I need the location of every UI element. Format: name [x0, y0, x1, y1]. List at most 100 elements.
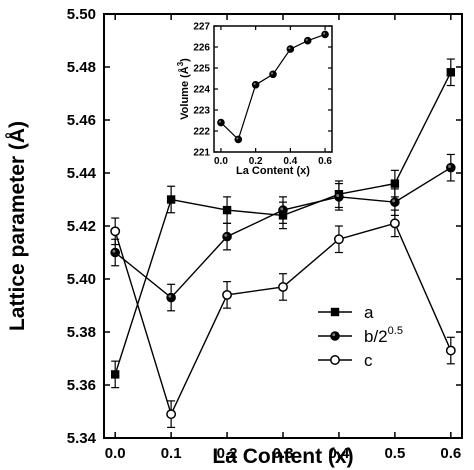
inset-data-point-1-edge: [234, 135, 243, 144]
inset-data-point-6-edge: [321, 30, 329, 39]
inset-data-point-1-highlight: [236, 137, 239, 140]
inset-data-point-3: [269, 70, 277, 79]
main-xtick-label-4: 0.4: [329, 445, 351, 462]
main-ytick-label-7: 5.48: [67, 59, 96, 76]
legend-entry-1: b/20.5: [318, 325, 403, 346]
main-xtick-label-6: 0.6: [440, 445, 461, 462]
legend-marker-1: [330, 331, 340, 341]
data-point-1-4-highlight: [336, 194, 340, 198]
inset-xtick-label-1: 0.2: [249, 156, 263, 167]
data-point-1-1-highlight: [168, 294, 172, 298]
legend: a b/20.5 c: [318, 303, 403, 370]
main-ytick-label-3: 5.40: [67, 271, 96, 288]
inset-data-point-2: [251, 81, 260, 89]
inset-xtick-label-2: 0.4: [283, 156, 297, 167]
data-point-0-0: [110, 370, 120, 379]
inset-data-point-5-edge: [303, 36, 312, 45]
legend-label-text-1: b/2: [364, 327, 388, 346]
legend-label-text-0: a: [364, 303, 374, 322]
x-axis-title: La Content (x): [212, 445, 353, 468]
legend-marker-2: [330, 355, 340, 365]
inset-data-point-6: [321, 30, 329, 39]
inset-data-point-3-highlight: [270, 72, 274, 75]
inset-data-point-4: [286, 45, 295, 53]
data-point-1-0: [110, 247, 120, 258]
data-point-1-0-edge: [110, 247, 120, 258]
inset-ytick-label-0: 221: [193, 148, 210, 159]
data-point-1-3: [278, 205, 288, 215]
inset-data-point-0: [217, 118, 225, 127]
inset-x-axis-title: La Content (x): [236, 165, 310, 177]
legend-entry-2: c: [318, 351, 373, 370]
inset-data-point-2-highlight: [253, 82, 256, 85]
inset-data-point-4-highlight: [288, 47, 291, 50]
data-point-1-3-edge: [278, 205, 288, 215]
series-line-2: [114, 222, 452, 417]
inset-y-axis-title-sup: 3: [176, 61, 185, 66]
main-plot: 0.0 0.1 0.2 0.3 0.4 0.5 0.6 5.34 5.36 5.38 5.40 5.4…: [5, 6, 463, 468]
main-ytick-label-1: 5.36: [67, 377, 96, 394]
inset-background: [214, 26, 332, 152]
main-xtick-label-5: 0.5: [384, 445, 405, 462]
data-point-2-2: [222, 289, 233, 300]
inset-y-axis-title: Volume (Å3): [176, 58, 191, 120]
inset-xtick-label-3: 0.6: [318, 156, 332, 167]
inset-ytick-label-5: 226: [193, 43, 210, 54]
main-ytick-label-8: 5.50: [67, 6, 96, 23]
inset-ytick-label-4: 225: [193, 64, 210, 75]
main-ytick-label-2: 5.38: [67, 324, 96, 341]
data-point-1-4-edge: [334, 192, 344, 202]
data-point-1-5-edge: [390, 197, 400, 207]
main-ytick-label-6: 5.46: [67, 112, 96, 129]
inset-data-point-5: [303, 36, 312, 45]
data-point-2-6: [445, 345, 456, 356]
inset-data-point-3-edge: [269, 70, 277, 79]
data-point-1-0-highlight: [112, 249, 116, 253]
legend-marker-1-highlight: [332, 333, 336, 337]
series-b2-group: [110, 153, 456, 312]
inset-data-point-6-highlight: [322, 32, 326, 35]
data-point-2-4: [333, 234, 344, 245]
data-point-0-6: [446, 68, 456, 77]
data-point-1-6-edge: [446, 162, 456, 173]
inset-ytick-label-6: 227: [193, 22, 210, 33]
main-ytick-label-4: 5.42: [67, 218, 96, 235]
data-point-1-5: [390, 197, 400, 207]
inset-plot: 0.0 0.2 0.4 0.6 221 222 223 224 225 226 227 La Cont…: [176, 22, 333, 177]
y-axis-title: Lattice parameter (Å): [5, 121, 29, 331]
data-point-1-5-highlight: [392, 199, 396, 203]
inset-data-point-0-edge: [217, 118, 225, 127]
inset-data-point-5-highlight: [305, 38, 308, 41]
legend-label-2: c: [364, 351, 373, 370]
data-point-2-3: [278, 282, 288, 292]
data-point-2-0: [110, 226, 121, 237]
inset-ytick-label-3: 224: [193, 85, 210, 96]
data-point-0-1: [166, 195, 176, 204]
inset-ytick-label-1: 222: [193, 127, 210, 138]
legend-marker-0: [330, 307, 340, 317]
data-point-0-2: [222, 205, 232, 215]
inset-data-point-0-highlight: [218, 120, 222, 123]
inset-ytick-label-2: 223: [193, 106, 210, 117]
data-point-1-2-highlight: [224, 233, 228, 237]
data-point-1-3-highlight: [280, 207, 284, 211]
data-point-2-5: [389, 218, 400, 229]
legend-entry-0: a: [318, 303, 374, 322]
main-xtick-label-1: 0.1: [161, 445, 182, 462]
data-point-1-1: [166, 292, 176, 303]
main-xtick-label-2: 0.2: [217, 445, 238, 462]
inset-data-point-2-edge: [251, 81, 260, 89]
data-point-1-2: [222, 231, 232, 242]
series-c-group: [110, 209, 456, 428]
legend-label-sup-1: 0.5: [388, 325, 403, 337]
main-ytick-label-0: 5.34: [67, 430, 97, 447]
legend-marker-1-edge: [330, 331, 340, 341]
main-xtick-label-3: 0.3: [273, 445, 294, 462]
inset-data-point-1: [234, 135, 243, 144]
main-xtick-label-0: 0.0: [105, 445, 126, 462]
legend-label-1: b/20.5: [364, 325, 403, 346]
data-point-1-6-highlight: [448, 164, 452, 168]
data-point-2-1: [166, 409, 177, 420]
inset-y-axis-title-close: ): [179, 58, 191, 62]
